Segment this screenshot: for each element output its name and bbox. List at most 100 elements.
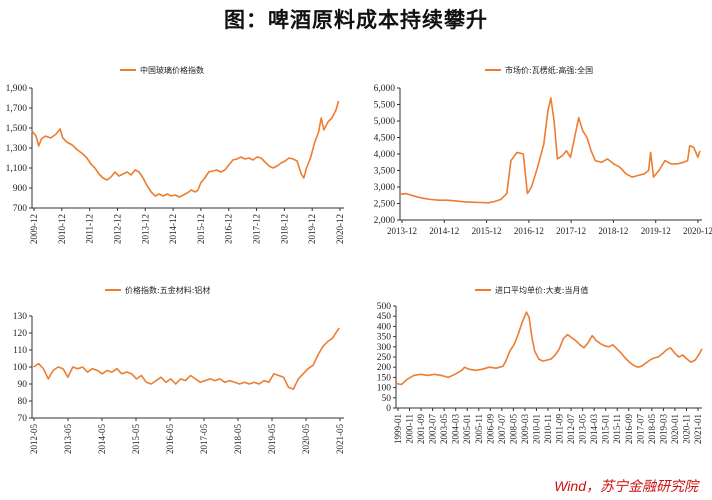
y-tick-label: 3,000 bbox=[374, 183, 396, 193]
y-tick-label: 700 bbox=[13, 204, 28, 214]
x-tick-label: 2018-12 bbox=[598, 226, 628, 236]
legend: 价格指数:五金材料:铝材 bbox=[105, 285, 210, 295]
x-tick-label: 2001-09 bbox=[416, 414, 426, 444]
x-tick-label: 2019-03 bbox=[658, 414, 668, 444]
y-tick-label: 1,700 bbox=[6, 104, 28, 114]
x-tick-label: 2005-11 bbox=[474, 414, 484, 444]
x-tick-label: 2013-12 bbox=[387, 226, 417, 236]
y-tick-label: 4,000 bbox=[374, 150, 396, 160]
y-tick-label: 1,300 bbox=[6, 144, 28, 154]
x-tick-label: 2020-05 bbox=[301, 424, 311, 454]
legend: 进口平均单价:大麦:当月值 bbox=[475, 285, 588, 295]
x-tick-label: 2018-12 bbox=[279, 214, 289, 244]
x-tick-label: 2006-09 bbox=[485, 414, 495, 444]
x-tick-label: 2010-12 bbox=[57, 214, 67, 244]
y-tick-label: 100 bbox=[13, 363, 28, 373]
x-tick-label: 2017-12 bbox=[252, 214, 262, 244]
x-tick-label: 2008-05 bbox=[508, 414, 518, 444]
y-tick-label: 300 bbox=[377, 343, 392, 353]
barley-import-price-chart: 进口平均单价:大麦:当月值 050100150200250300350400450… bbox=[377, 285, 703, 444]
y-tick-label: 1,500 bbox=[6, 124, 28, 134]
page-title: 图：啤酒原料成本持续攀升 bbox=[224, 8, 488, 32]
y-tick-label: 200 bbox=[377, 363, 392, 373]
y-tick-label: 450 bbox=[377, 312, 392, 322]
y-tick-label: 0 bbox=[386, 404, 391, 414]
x-tick-label: 2020-11 bbox=[681, 414, 691, 444]
y-tick-label: 80 bbox=[18, 397, 28, 407]
x-tick-label: 2013-05 bbox=[578, 414, 588, 444]
glass-price-index-chart: 中国玻璃价格指数 700 900 1,100 1,300 1,500 1,700 1,900 2… bbox=[6, 65, 345, 244]
x-tick-label: 2010-01 bbox=[531, 414, 541, 444]
legend-label: 进口平均单价:大麦:当月值 bbox=[495, 285, 588, 295]
y-tick-label: 100 bbox=[377, 384, 392, 394]
x-tick-label: 2002-07 bbox=[428, 414, 438, 444]
y-tick-label: 3,500 bbox=[374, 167, 396, 177]
x-tick-label: 2015-12 bbox=[472, 226, 502, 236]
x-tick-label: 1999-01 bbox=[393, 414, 403, 444]
x-tick-label: 2021-01 bbox=[693, 414, 703, 444]
x-tick-label: 2015-05 bbox=[131, 424, 141, 454]
x-tick-label: 2015-12 bbox=[196, 214, 206, 244]
x-tick-label: 2018-05 bbox=[233, 424, 243, 454]
x-tick-label: 2003-05 bbox=[439, 414, 449, 444]
x-tick-label: 2017-05 bbox=[199, 424, 209, 454]
x-tick-label: 2020-01 bbox=[670, 414, 680, 444]
series-line bbox=[395, 311, 703, 386]
y-tick-label: 150 bbox=[377, 373, 392, 383]
x-tick-label: 2013-05 bbox=[63, 424, 73, 454]
y-tick-label: 70 bbox=[18, 414, 28, 424]
y-tick-label: 2,000 bbox=[374, 216, 396, 226]
x-tick-label: 2007-07 bbox=[497, 414, 507, 444]
x-tick-label: 2016-09 bbox=[624, 414, 634, 444]
x-tick-label: 2019-12 bbox=[641, 226, 671, 236]
x-tick-label: 2021-05 bbox=[335, 424, 345, 454]
x-tick-label: 2015-01 bbox=[601, 414, 611, 444]
y-tick-label: 120 bbox=[13, 329, 28, 339]
x-tick-label: 2017-07 bbox=[635, 414, 645, 444]
x-tick-label: 2014-12 bbox=[429, 226, 459, 236]
x-tick-label: 2010-11 bbox=[543, 414, 553, 444]
x-tick-label: 2018-05 bbox=[647, 414, 657, 444]
x-tick-label: 2019-12 bbox=[307, 214, 317, 244]
y-tick-label: 130 bbox=[13, 312, 28, 322]
legend-label: 市场价:瓦楞纸:高强:全国 bbox=[505, 65, 593, 75]
legend-label: 中国玻璃价格指数 bbox=[140, 65, 204, 75]
y-tick-label: 6,000 bbox=[374, 84, 396, 94]
legend: 中国玻璃价格指数 bbox=[120, 65, 204, 75]
legend: 市场价:瓦楞纸:高强:全国 bbox=[485, 65, 593, 75]
legend-label: 价格指数:五金材料:铝材 bbox=[125, 285, 210, 295]
x-tick-label: 2000-11 bbox=[405, 414, 415, 444]
y-tick-label: 90 bbox=[18, 380, 28, 390]
y-tick-label: 900 bbox=[13, 184, 28, 194]
x-tick-label: 2009-03 bbox=[520, 414, 530, 444]
x-tick-label: 2012-12 bbox=[112, 214, 122, 244]
x-tick-label: 2005-01 bbox=[462, 414, 472, 444]
x-tick-label: 2011-09 bbox=[555, 414, 565, 444]
x-tick-label: 2019-05 bbox=[267, 424, 277, 454]
y-tick-label: 500 bbox=[377, 302, 392, 312]
x-tick-label: 2004-03 bbox=[451, 414, 461, 444]
y-tick-label: 5,000 bbox=[374, 117, 396, 127]
y-tick-label: 1,900 bbox=[6, 84, 28, 94]
y-tick-label: 400 bbox=[377, 322, 392, 332]
y-tick-label: 1,100 bbox=[6, 164, 28, 174]
y-tick-label: 5,500 bbox=[374, 101, 396, 111]
x-tick-label: 2015-11 bbox=[612, 414, 622, 444]
x-tick-label: 2014-05 bbox=[97, 424, 107, 454]
x-tick-label: 2011-12 bbox=[85, 214, 95, 244]
y-tick-label: 250 bbox=[377, 353, 392, 363]
corrugated-paper-price-chart: 市场价:瓦楞纸:高强:全国 2,000 2,500 3,000 3,500 4,000 4,… bbox=[374, 65, 712, 236]
y-tick-label: 4,500 bbox=[374, 134, 396, 144]
x-tick-label: 2012-05 bbox=[29, 424, 39, 454]
x-tick-label: 2020-12 bbox=[683, 226, 712, 236]
series-line bbox=[33, 327, 340, 390]
x-tick-label: 2016-12 bbox=[224, 214, 234, 244]
y-tick-label: 350 bbox=[377, 333, 392, 343]
x-tick-label: 2014-03 bbox=[589, 414, 599, 444]
y-tick-label: 50 bbox=[382, 394, 392, 404]
x-tick-label: 2020-12 bbox=[335, 214, 345, 244]
x-tick-label: 2009-12 bbox=[29, 214, 39, 244]
source-note: Wind，苏宁金融研究院 bbox=[554, 478, 698, 494]
y-tick-label: 110 bbox=[13, 346, 27, 356]
x-tick-label: 2013-12 bbox=[140, 214, 150, 244]
